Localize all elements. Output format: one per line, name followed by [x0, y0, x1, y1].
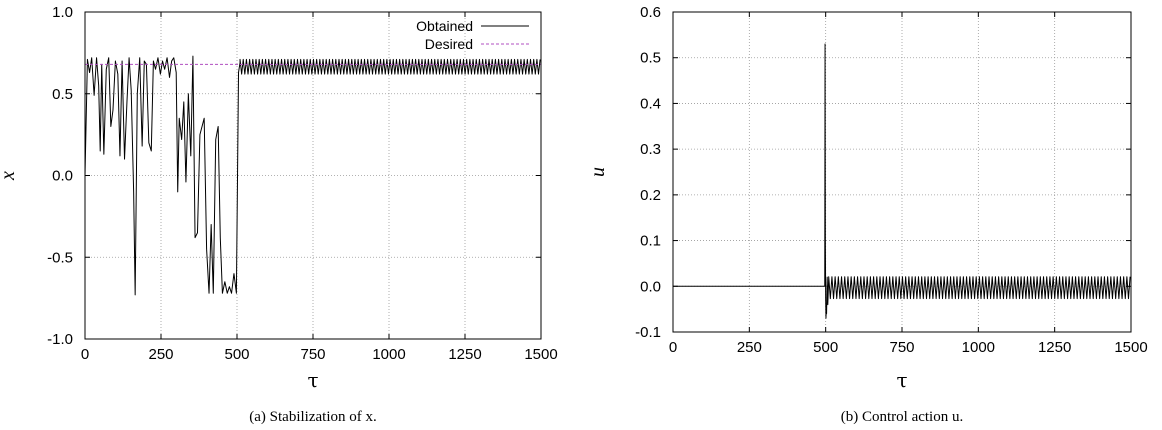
- y-tick-label: 0.6: [640, 4, 661, 21]
- x-tick-label: 750: [300, 346, 325, 363]
- x-tick-label: 1250: [1038, 339, 1071, 356]
- y-tick-label: -0.5: [47, 249, 73, 266]
- chart-a-series: [84, 55, 541, 296]
- y-tick-label: 0.5: [640, 50, 661, 67]
- chart-b: 0 250 500 750 1000 1250 1500 -0.1 0.0 0.1 0.2 0.3 0.…: [587, 4, 1148, 425]
- chart-a-legend: Obtained Desired: [416, 18, 529, 52]
- x-tick-label: 500: [224, 346, 249, 363]
- y-tick-label: 0.2: [640, 187, 661, 204]
- series-line-u: [673, 43, 1131, 319]
- chart-a: 0 250 500 750 1000 1250 1500-1.0-0.50.00.51.0 …: [0, 4, 558, 425]
- x-tick-label: 750: [889, 339, 914, 356]
- x-tick-label: 0: [81, 346, 89, 363]
- x-tick-label: 500: [813, 339, 838, 356]
- x-tick-label: 1000: [372, 346, 405, 363]
- legend-obtained-label: Obtained: [416, 18, 473, 34]
- x-tick-label: 250: [148, 346, 173, 363]
- x-tick-label: 1500: [524, 346, 557, 363]
- y-tick-label: 0.5: [52, 86, 73, 103]
- chart-a-x-axis-label: τ: [307, 368, 318, 392]
- y-tick-label: -1.0: [47, 331, 73, 348]
- y-tick-label: 1.0: [52, 4, 73, 21]
- chart-a-caption: (a) Stabilization of x.: [249, 409, 376, 425]
- y-tick-label: 0.0: [640, 278, 661, 295]
- legend-desired-label: Desired: [425, 36, 473, 52]
- chart-b-ticks: 0 250 500 750 1000 1250 1500 -0.1 0.0 0.1 0.2 0.3 0.…: [635, 4, 1148, 356]
- chart-a-ticks: 0 250 500 750 1000 1250 1500 -1.0 -0.5 0.0 0.5 1.0: [47, 4, 558, 363]
- y-tick-label: 0.4: [640, 95, 661, 112]
- y-tick-label: 0.1: [640, 233, 661, 250]
- x-tick-label: 250: [737, 339, 762, 356]
- chart-b-series: [673, 43, 1131, 319]
- series-line-obtained: [84, 55, 541, 296]
- chart-a-y-axis-label: x: [0, 171, 19, 181]
- x-tick-label: 1250: [448, 346, 481, 363]
- y-tick-label: -0.1: [635, 324, 661, 341]
- x-tick-label: 0: [669, 339, 677, 356]
- chart-b-x-axis-label: τ: [896, 368, 907, 392]
- chart-b-y-axis-label: u: [587, 167, 609, 177]
- chart-b-caption: (b) Control action u.: [841, 409, 963, 425]
- x-tick-label: 1500: [1114, 339, 1147, 356]
- x-tick-label: 1000: [962, 339, 995, 356]
- y-tick-label: 0.0: [52, 168, 73, 185]
- y-tick-label: 0.3: [640, 141, 661, 158]
